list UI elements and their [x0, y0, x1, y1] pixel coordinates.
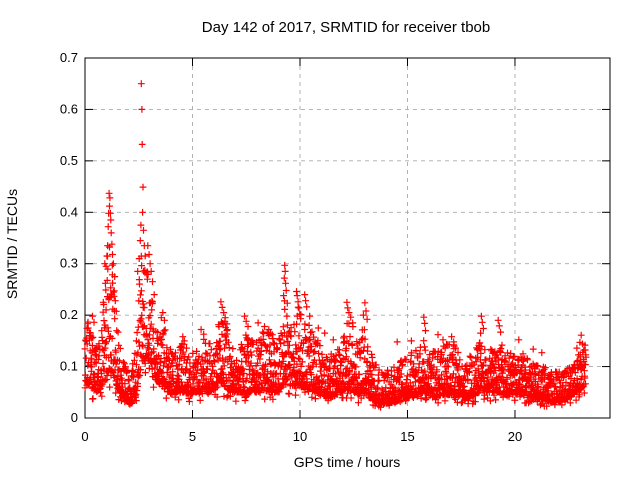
y-tick-label: 0.2 — [60, 307, 78, 322]
grid-lines — [85, 58, 610, 418]
y-tick-label: 0 — [71, 410, 78, 425]
tick-labels: 0 5 10 15 20 0 0.1 0.2 0.3 0.4 0.5 0.6 0.7 — [60, 50, 522, 444]
x-tick-label: 10 — [293, 429, 307, 444]
y-tick-label: 0.5 — [60, 153, 78, 168]
y-axis-label: SRMTID / TECUs — [4, 189, 20, 299]
y-tick-label: 0.6 — [60, 101, 78, 116]
x-tick-label: 20 — [508, 429, 522, 444]
scatter-points — [81, 80, 590, 411]
x-axis-label: GPS time / hours — [294, 454, 401, 470]
plot-border — [84, 57, 611, 419]
y-tick-label: 0.1 — [60, 359, 78, 374]
x-tick-label: 5 — [189, 429, 196, 444]
y-tick-label: 0.7 — [60, 50, 78, 65]
y-tick-label: 0.4 — [60, 204, 78, 219]
x-tick-label: 0 — [81, 429, 88, 444]
y-tick-label: 0.3 — [60, 256, 78, 271]
x-tick-label: 15 — [400, 429, 414, 444]
chart-title: Day 142 of 2017, SRMTID for receiver tbo… — [202, 19, 490, 36]
